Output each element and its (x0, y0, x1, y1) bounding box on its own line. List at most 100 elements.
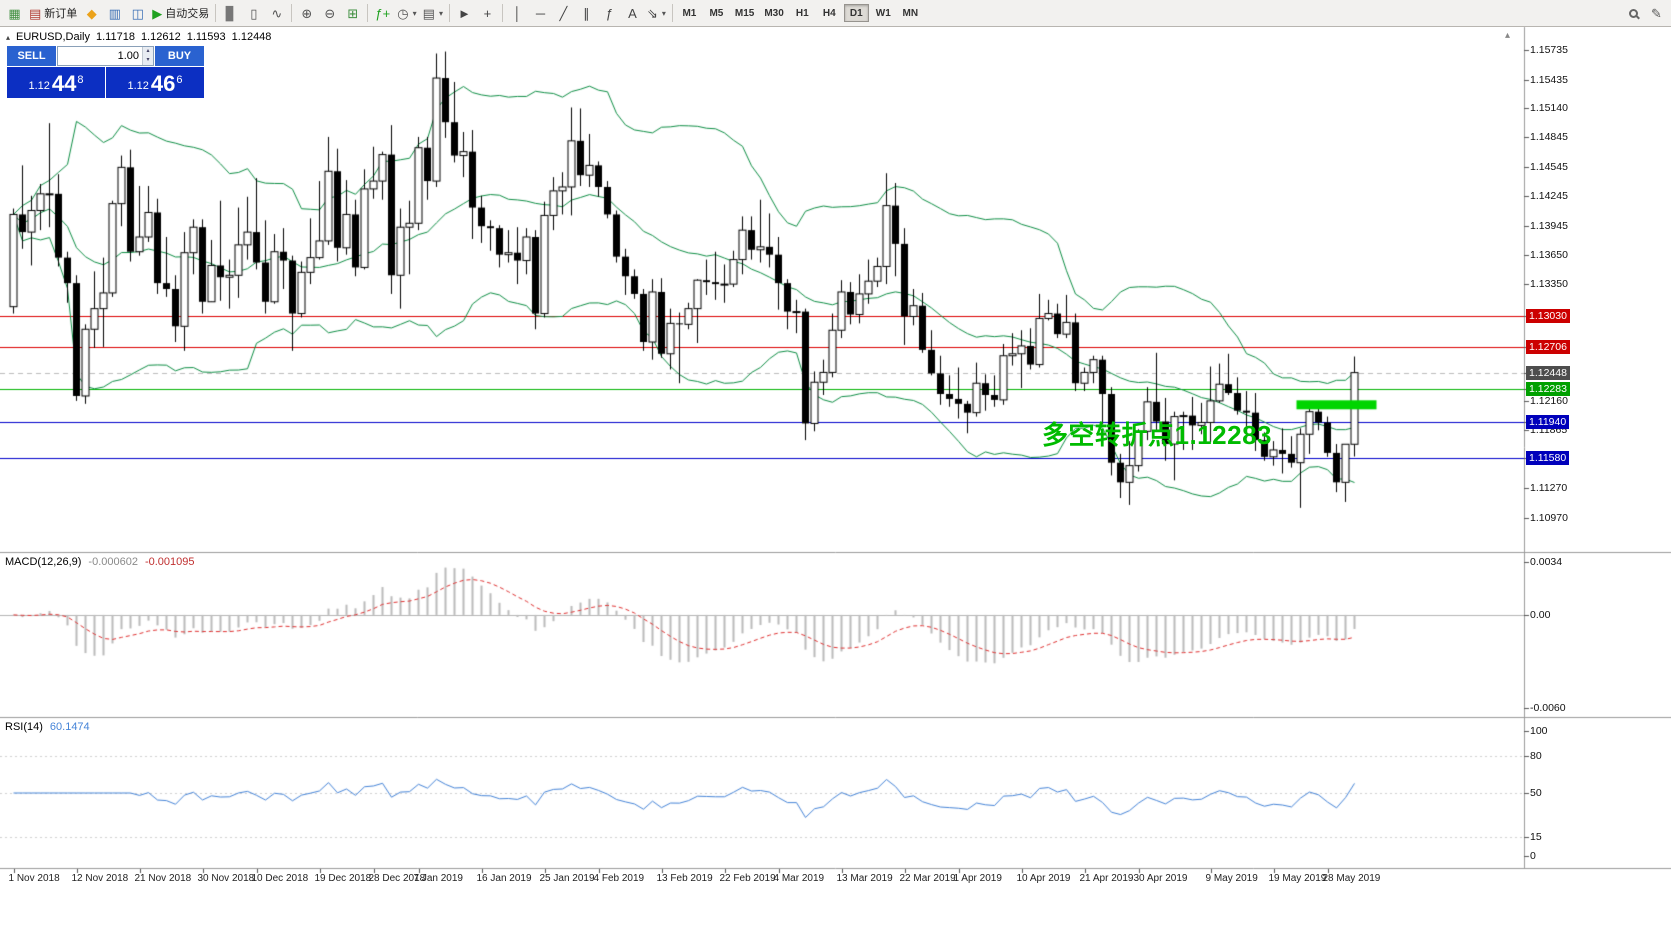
indicators-button[interactable]: ƒ+ (371, 2, 394, 24)
volume-stepper[interactable]: ▴ ▾ (142, 47, 153, 65)
trendline-button[interactable]: ╱ (552, 2, 575, 24)
timeframe-m5-button[interactable]: M5 (709, 7, 724, 19)
search-button[interactable] (1622, 2, 1645, 24)
bar-chart-icon: ▊ (225, 5, 236, 21)
toolbar-separator (501, 4, 503, 22)
cursor-icon: ► (458, 5, 471, 21)
edit-button[interactable]: ✎ (1645, 2, 1668, 24)
stepper-down-icon[interactable]: ▾ (143, 56, 153, 65)
toolbar-separator (448, 4, 450, 22)
scale-tick-label: 1.12160 (1530, 394, 1568, 407)
horizontal-line-icon: ─ (535, 5, 546, 21)
stepper-up-icon[interactable]: ▴ (143, 47, 153, 56)
timeframe-d1-button[interactable]: D1 (843, 4, 869, 22)
crosshair-button[interactable]: + (476, 2, 499, 24)
toolbar: ▦ ▤ 新订单 ◆ ▥ ◫ ▶ 自动交易 ▊ ▯ ∿ ⊕ ⊖ ⊞ ƒ+ ◷ ▾ ▤ ▾ ► + │ ─ ╱ ∥ ƒ A ⇘ ▾ M1 M5 M… (0, 0, 1671, 27)
autotrading-button-label: 自动交易 (165, 8, 210, 20)
chart-window-button[interactable]: ▦ (3, 2, 26, 24)
market-watch-button[interactable]: ▥ (103, 2, 126, 24)
caret-down-icon: ▾ (412, 8, 417, 18)
navigator-icon: ◫ (131, 5, 144, 21)
tile-windows-button[interactable]: ⊞ (341, 2, 364, 24)
new-order-icon: ▤ (29, 5, 42, 21)
ask-big-digits: 46 (150, 71, 176, 97)
zoom-in-button[interactable]: ⊕ (295, 2, 318, 24)
chart-annotation-text[interactable]: 多空转折点1.12283 (1042, 420, 1272, 450)
scroll-to-latest-icon[interactable]: ▴ (1505, 30, 1511, 41)
text-icon: A (628, 5, 637, 21)
bid-pip-digit: 8 (77, 74, 84, 86)
bar-chart-button[interactable]: ▊ (219, 2, 242, 24)
close-value: 1.12448 (231, 31, 272, 43)
rsi-value: 60.1474 (49, 721, 90, 733)
new-order-button[interactable]: ▤ 新订单 (26, 2, 80, 24)
indicators-icon: ƒ+ (375, 5, 391, 21)
price-level-label: 1.13030 (1526, 308, 1570, 323)
metaeditor-button[interactable]: ◆ (80, 2, 103, 24)
zoom-out-button[interactable]: ⊖ (318, 2, 341, 24)
autotrading-button[interactable]: ▶ 自动交易 (149, 2, 212, 24)
periods-button[interactable]: ◷ ▾ (394, 2, 419, 24)
vertical-line-button[interactable]: │ (506, 2, 529, 24)
scale-tick-label: 1.14245 (1530, 190, 1568, 203)
candlestick-chart-button[interactable]: ▯ (242, 2, 265, 24)
price-level-label: 1.12706 (1526, 340, 1570, 355)
high-value: 1.12612 (140, 31, 181, 43)
scale-tick-label: 1.13945 (1530, 219, 1568, 232)
templates-icon: ▤ (422, 5, 435, 21)
toolbar-separator (215, 4, 217, 22)
search-icon (1629, 8, 1638, 18)
tile-windows-icon: ⊞ (347, 5, 359, 21)
macd-main-value: -0.000602 (88, 556, 138, 568)
volume-value: 1.00 (117, 50, 139, 62)
symbol-name: EURUSD,Daily (16, 31, 90, 43)
horizontal-line-button[interactable]: ─ (529, 2, 552, 24)
timeframe-mn-button[interactable]: MN (902, 7, 919, 19)
rsi-label: RSI(14) 60.1474 (5, 721, 90, 733)
arrows-button[interactable]: ⇘ ▾ (644, 2, 669, 24)
rsi-title: RSI(14) (5, 721, 43, 733)
scale-tick-label: -0.0060 (1530, 701, 1566, 714)
timeframe-m30-button[interactable]: M30 (764, 7, 784, 19)
channel-button[interactable]: ∥ (575, 2, 598, 24)
timeframe-m15-button[interactable]: M15 (734, 7, 755, 19)
fibonacci-icon: ƒ (605, 5, 614, 21)
fibonacci-button[interactable]: ƒ (598, 2, 621, 24)
toolbar-separator (671, 4, 673, 22)
price-scale[interactable]: 1.15735 1.15435 1.15140 1.14845 1.14545 1.142… (1524, 0, 1671, 952)
line-chart-button[interactable]: ∿ (265, 2, 288, 24)
zoom-in-icon: ⊕ (301, 5, 313, 21)
timeframe-m1-button[interactable]: M1 (682, 7, 697, 19)
ask-price-button[interactable]: 1.12 46 6 (106, 67, 204, 98)
price-level-label: 1.12283 (1526, 381, 1570, 396)
price-level-label: 1.11580 (1526, 450, 1570, 465)
scale-tick-label: 80 (1530, 749, 1542, 762)
timeframe-h1-button[interactable]: H1 (795, 7, 809, 19)
trendline-icon: ╱ (559, 5, 568, 21)
scale-tick-label: 1.15435 (1530, 73, 1568, 86)
text-button[interactable]: A (621, 2, 644, 24)
cursor-button[interactable]: ► (453, 2, 476, 24)
navigator-button[interactable]: ◫ (126, 2, 149, 24)
scale-tick-label: 1.14545 (1530, 160, 1568, 173)
zoom-out-icon: ⊖ (324, 5, 336, 21)
pencil-icon: ✎ (1651, 5, 1662, 21)
timeframe-h4-button[interactable]: H4 (822, 7, 836, 19)
caret-down-icon: ▾ (661, 8, 666, 18)
templates-button[interactable]: ▤ ▾ (420, 2, 446, 24)
volume-field[interactable]: 1.00 ▴ ▾ (57, 46, 154, 66)
sell-button[interactable]: SELL (7, 46, 56, 66)
arrows-icon: ⇘ (646, 5, 658, 21)
crosshair-icon: + (483, 5, 492, 21)
bid-price-button[interactable]: 1.12 44 8 (7, 67, 105, 98)
scale-tick-label: 1.13650 (1530, 248, 1568, 261)
timeframe-w1-button[interactable]: W1 (875, 7, 891, 19)
buy-button[interactable]: BUY (155, 46, 204, 66)
price-level-label: 1.12448 (1526, 365, 1570, 380)
symbol-ohlc-label: ▴ EURUSD,Daily 1.11718 1.12612 1.11593 1… (6, 31, 271, 43)
scale-tick-label: 1.15140 (1530, 102, 1568, 115)
scale-tick-label: 1.11270 (1530, 482, 1568, 495)
scale-tick-label: 100 (1530, 724, 1548, 737)
ask-base: 1.12 (127, 80, 149, 92)
